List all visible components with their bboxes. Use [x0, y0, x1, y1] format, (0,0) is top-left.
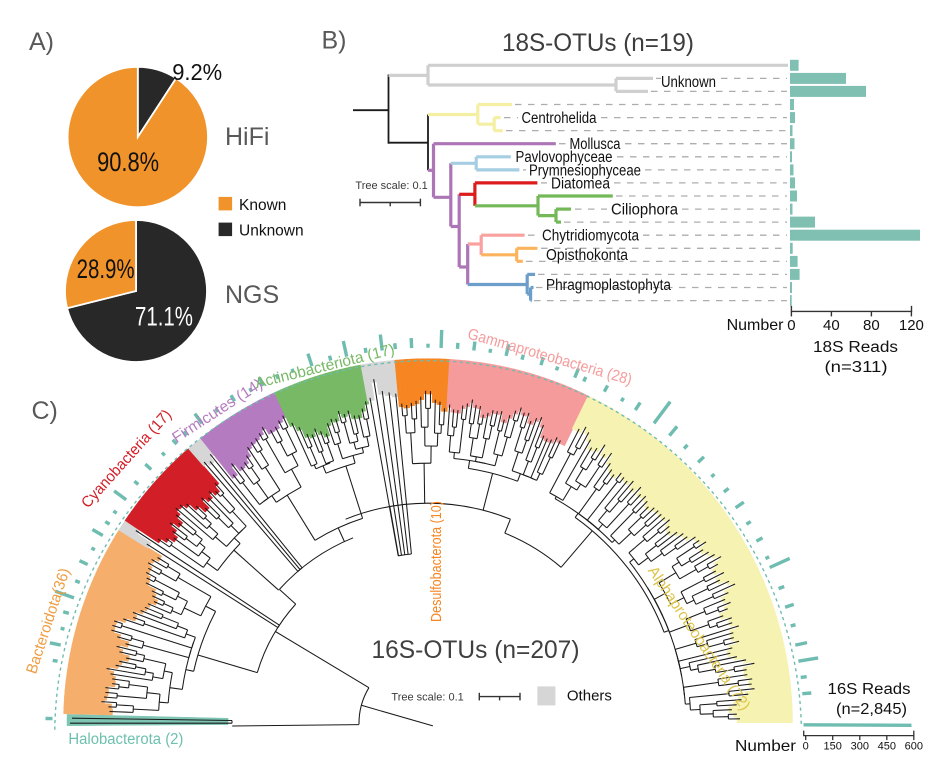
- svg-text:Number: Number: [727, 317, 785, 334]
- svg-text:B): B): [322, 27, 347, 55]
- svg-text:Pavlovophyceae: Pavlovophyceae: [516, 149, 613, 166]
- svg-text:90.8%: 90.8%: [97, 147, 159, 177]
- svg-text:80: 80: [863, 317, 880, 334]
- svg-text:Chytridiomycota: Chytridiomycota: [542, 228, 639, 245]
- svg-text:150: 150: [824, 741, 842, 753]
- svg-text:600: 600: [905, 741, 923, 753]
- svg-text:Opisthokonta: Opisthokonta: [546, 247, 628, 264]
- svg-text:Diatomea: Diatomea: [551, 175, 610, 192]
- svg-text:Known: Known: [239, 197, 286, 214]
- svg-text:Tree scale: 0.1: Tree scale: 0.1: [355, 180, 427, 192]
- svg-text:Prymnesiophyceae: Prymnesiophyceae: [529, 162, 641, 179]
- svg-text:(n=2,845): (n=2,845): [836, 701, 907, 718]
- svg-text:0: 0: [787, 317, 795, 334]
- svg-text:Ciliophora: Ciliophora: [611, 202, 678, 219]
- svg-text:(n=311): (n=311): [825, 359, 888, 376]
- svg-text:18S-OTUs (n=19): 18S-OTUs (n=19): [502, 29, 694, 57]
- svg-text:HiFi: HiFi: [225, 123, 269, 151]
- svg-text:Tree scale: 0.1: Tree scale: 0.1: [391, 692, 463, 704]
- svg-text:Others: Others: [567, 688, 612, 705]
- svg-text:Unknown: Unknown: [661, 74, 716, 91]
- svg-text:Unknown: Unknown: [239, 223, 304, 240]
- svg-text:9.2%: 9.2%: [172, 59, 222, 85]
- svg-text:NGS: NGS: [225, 281, 279, 309]
- svg-text:18S Reads: 18S Reads: [813, 339, 898, 356]
- svg-text:Phragmoplastophyta: Phragmoplastophyta: [546, 277, 671, 294]
- svg-text:Centrohelida: Centrohelida: [522, 110, 597, 127]
- svg-text:16S-OTUs (n=207): 16S-OTUs (n=207): [372, 636, 580, 664]
- svg-text:40: 40: [823, 317, 840, 334]
- svg-text:C): C): [32, 397, 58, 425]
- svg-text:300: 300: [851, 741, 869, 753]
- svg-text:16S Reads: 16S Reads: [828, 681, 911, 698]
- svg-text:Number: Number: [735, 738, 797, 755]
- svg-text:Desulfobacterota (10): Desulfobacterota (10): [429, 501, 445, 622]
- svg-text:450: 450: [878, 741, 896, 753]
- svg-text:71.1%: 71.1%: [135, 301, 193, 331]
- svg-text:28.9%: 28.9%: [77, 254, 135, 284]
- svg-text:Mollusca: Mollusca: [570, 136, 621, 153]
- svg-text:A): A): [29, 28, 54, 56]
- svg-text:Halobacterota (2): Halobacterota (2): [68, 731, 183, 748]
- svg-text:0: 0: [803, 741, 809, 753]
- svg-text:120: 120: [899, 317, 924, 334]
